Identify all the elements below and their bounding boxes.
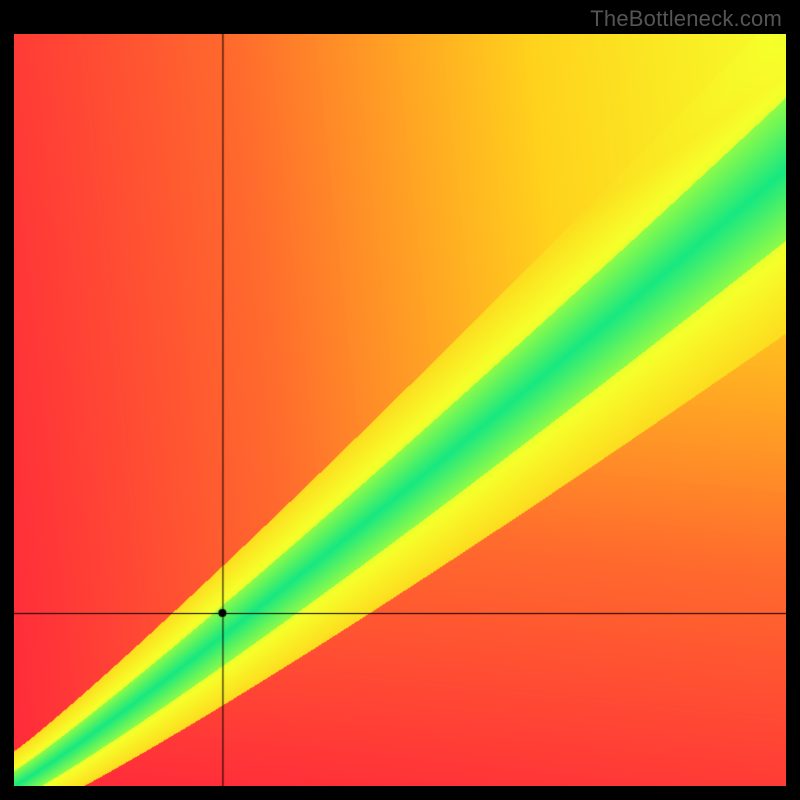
- watermark-text: TheBottleneck.com: [590, 6, 782, 32]
- chart-container: TheBottleneck.com: [0, 0, 800, 800]
- plot-frame: [14, 34, 786, 786]
- heatmap-canvas: [14, 34, 786, 786]
